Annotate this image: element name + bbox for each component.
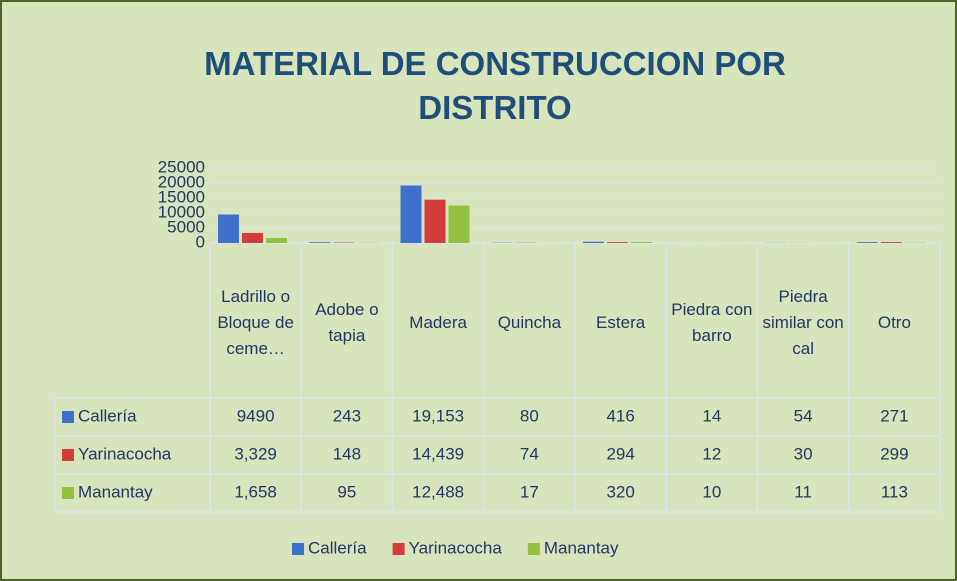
y-tick-label: 0: [196, 232, 205, 251]
bar: [583, 241, 604, 243]
legend-key: [62, 449, 74, 461]
table-value: 17: [520, 482, 539, 501]
table-value: 148: [333, 444, 361, 463]
x-tick-label: Ladrillo o Bloque de ceme…: [217, 286, 294, 358]
legend-key: [392, 543, 405, 555]
bar: [242, 233, 263, 243]
legend-key: [292, 543, 304, 555]
table-value: 14,439: [412, 444, 464, 463]
bar: [631, 242, 652, 243]
x-tick-label: Quincha: [497, 312, 562, 332]
category-box: Ladrillo o Bloque de ceme…: [217, 286, 294, 358]
table-value: 54: [794, 406, 813, 425]
table-value: 95: [337, 482, 356, 501]
table-value: 1,658: [234, 482, 277, 501]
y-tick-label: 20000: [158, 172, 205, 191]
category-box: Otro: [877, 312, 911, 332]
y-tick-label: 5000: [167, 217, 205, 236]
bar: [218, 214, 239, 243]
category-box: Adobe o tapia: [315, 299, 379, 345]
table-value: 12: [702, 444, 721, 463]
table-value: 19,153: [412, 406, 464, 425]
x-tick-label: Piedra con barro: [671, 299, 753, 345]
row-label: Callería: [78, 406, 137, 425]
row-label: Yarinacocha: [78, 444, 172, 463]
table-value: 10: [702, 482, 721, 501]
y-tick-label: 10000: [158, 202, 205, 221]
category-box: Quincha: [497, 312, 562, 332]
table-value: 12,488: [412, 482, 464, 501]
chart-title: MATERIAL DE CONSTRUCCION POR DISTRITO: [204, 45, 786, 126]
category-box: Estera: [596, 312, 646, 332]
table-value: 113: [881, 482, 908, 501]
bar: [856, 242, 878, 243]
table-value: 243: [333, 406, 361, 425]
x-tick-label: Piedra similar con cal: [762, 286, 844, 358]
table-value: 294: [606, 444, 634, 463]
bar: [880, 242, 902, 243]
legend-key: [527, 543, 540, 555]
table-value: 271: [880, 406, 908, 425]
table-value: 3,329: [234, 444, 277, 463]
category-box: Piedra similar con cal: [762, 286, 844, 358]
legend-key: [62, 411, 74, 423]
x-tick-label: Madera: [409, 312, 467, 332]
title-box: MATERIAL DE CONSTRUCCION POR DISTRITO: [204, 45, 786, 126]
table-value: 14: [702, 406, 721, 425]
table-value: 11: [794, 482, 812, 501]
legend-label: Callería: [308, 538, 367, 557]
table-value: 416: [606, 406, 634, 425]
category-box: Madera: [409, 312, 467, 332]
category-box: Piedra con barro: [671, 299, 753, 345]
table-value: 30: [794, 444, 813, 463]
x-tick-label: Estera: [596, 312, 646, 332]
legend-key: [62, 487, 74, 499]
y-tick-label: 15000: [158, 187, 205, 206]
table-value: 9490: [237, 406, 275, 425]
bar: [309, 242, 331, 243]
legend-label: Yarinacocha: [409, 538, 503, 557]
x-tick-label: Otro: [877, 312, 911, 332]
table-value: 320: [606, 482, 634, 501]
legend-label: Manantay: [544, 538, 619, 557]
table-value: 299: [880, 444, 908, 463]
y-tick-label: 25000: [158, 157, 205, 176]
row-label: Manantay: [78, 482, 153, 501]
x-tick-label: Adobe o tapia: [315, 299, 379, 345]
bar: [266, 238, 287, 243]
table-value: 74: [520, 444, 539, 463]
table-value: 80: [520, 406, 539, 425]
bar: [448, 205, 470, 243]
bar: [607, 242, 628, 243]
bar: [424, 199, 446, 243]
bar: [400, 185, 422, 243]
